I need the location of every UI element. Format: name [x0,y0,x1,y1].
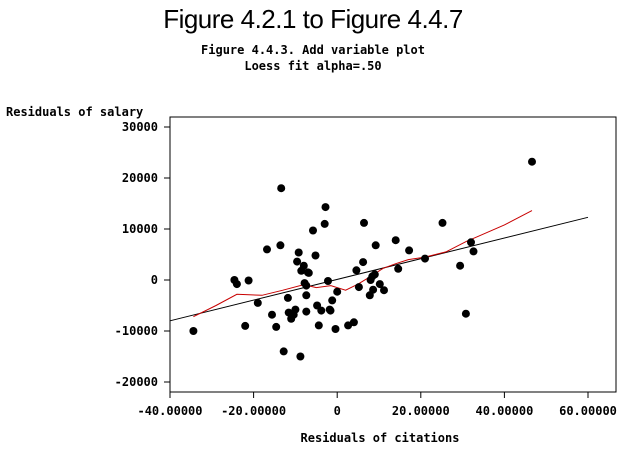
x-tick-label: 20.00000 [392,404,450,418]
data-point [272,322,281,331]
data-point [244,276,253,285]
data-point [309,226,317,235]
data-point [189,327,198,335]
data-point [438,218,447,227]
plot-frame [169,116,617,393]
data-point [331,325,340,333]
data-point [352,266,361,275]
data-point [302,281,311,290]
axes: -20000 -10000 0 10000 20000 30000 -40.00000 -20… [115,120,617,418]
data-point [371,241,380,250]
data-point [311,251,320,260]
data-point [359,258,368,267]
data-point [421,254,429,263]
data-point [320,219,329,228]
data-point [456,261,465,270]
data-point [294,248,303,257]
data-point [328,296,337,305]
data-point [528,157,536,166]
data-point [405,246,414,255]
data-point [314,321,323,330]
data-point [232,280,241,289]
y-tick-label: 10000 [122,222,158,236]
data-point [369,285,378,294]
data-point [467,238,475,247]
data-point [277,184,286,193]
data-point [317,306,326,315]
data-point [279,347,288,356]
loess-fit-line [193,210,533,318]
data-point [380,286,388,295]
data-point [296,352,305,361]
y-tick-label: 20000 [122,171,158,185]
y-tick-label: 30000 [122,120,158,134]
y-tick-label: -20000 [115,375,158,389]
data-point [268,310,276,319]
y-tick-label: -10000 [115,324,158,338]
data-point [302,291,311,300]
x-tick-label: -20.00000 [221,404,286,418]
x-tick-label: 0 [334,404,341,418]
data-point [263,245,271,254]
data-point [370,270,379,279]
data-point [326,306,335,315]
data-point [461,309,470,318]
data-point [324,277,332,285]
x-tick-label: 60.00000 [559,404,617,418]
data-point [391,236,400,245]
data-point [333,287,342,296]
data-point [293,257,302,266]
chart-subtitle-1: Figure 4.4.3. Add variable plot [201,43,425,57]
data-point [299,261,308,270]
page-title: Figure 4.2.1 to Figure 4.4.7 [163,4,463,34]
x-tick-label: 40.00000 [476,404,534,418]
data-point [253,298,262,307]
data-point [469,247,478,256]
data-point [394,264,403,273]
x-axis-label: Residuals of citations [300,431,460,445]
x-tick-label: -40.00000 [137,404,202,418]
data-points [189,157,536,361]
data-point [302,307,311,316]
data-point [354,283,363,292]
data-point [276,241,285,250]
data-point [283,293,292,302]
data-point [375,280,384,289]
data-point [304,268,313,277]
y-axis-label: Residuals of salary [6,105,144,119]
data-point [360,218,368,227]
chart-subtitle-2: Loess fit alpha=.50 [244,59,382,73]
fit-lines [169,210,589,322]
regression-line [169,216,589,322]
data-point [349,318,358,327]
data-point [291,305,300,314]
data-point [321,203,330,212]
y-tick-label: 0 [151,273,158,287]
data-point [241,321,250,330]
